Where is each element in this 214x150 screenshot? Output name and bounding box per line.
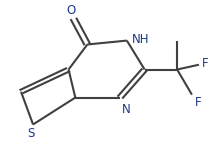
Text: O: O [67, 4, 76, 17]
Text: S: S [27, 127, 35, 140]
Text: N: N [122, 103, 131, 116]
Text: NH: NH [132, 33, 150, 46]
Text: F: F [195, 96, 202, 109]
Text: F: F [202, 57, 209, 70]
